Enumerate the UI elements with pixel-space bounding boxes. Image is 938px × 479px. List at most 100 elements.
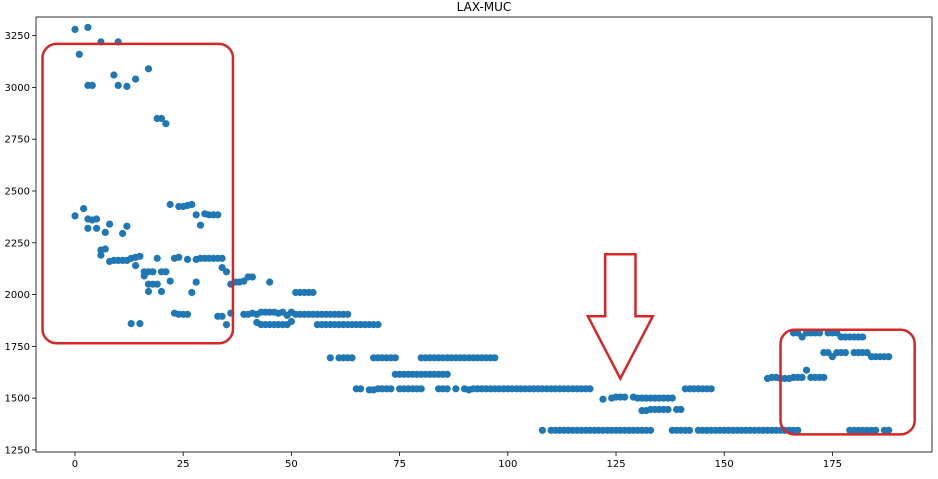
- data-point: [668, 394, 676, 402]
- data-point: [214, 211, 222, 219]
- data-point: [183, 310, 192, 318]
- data-point: [144, 287, 153, 296]
- data-point: [374, 321, 382, 329]
- data-point: [93, 224, 101, 232]
- x-tick-label: 150: [715, 459, 734, 470]
- data-point: [677, 405, 685, 414]
- y-tick-label: 2500: [5, 187, 30, 198]
- data-point: [144, 65, 153, 73]
- data-point: [175, 253, 183, 261]
- data-point: [586, 385, 594, 393]
- data-point: [686, 426, 694, 434]
- data-point: [71, 25, 79, 33]
- data-point: [621, 393, 629, 401]
- data-point: [859, 333, 867, 341]
- data-point: [885, 426, 893, 434]
- data-point: [820, 373, 828, 381]
- data-point: [348, 354, 356, 362]
- data-point: [188, 200, 196, 209]
- chart-title: LAX-MUC: [457, 0, 512, 14]
- data-point: [162, 268, 170, 276]
- data-point: [97, 251, 105, 259]
- data-point: [157, 114, 166, 123]
- data-point: [222, 268, 231, 276]
- data-point: [387, 385, 395, 393]
- data-point: [344, 310, 352, 318]
- data-point: [84, 224, 92, 232]
- annotations: [41, 42, 916, 436]
- data-point: [110, 71, 118, 79]
- data-point: [309, 288, 317, 297]
- data-point: [166, 277, 174, 285]
- data-point: [802, 366, 811, 374]
- data-point: [491, 354, 499, 362]
- y-tick-label: 1250: [5, 445, 30, 456]
- data-point: [872, 426, 880, 434]
- data-point: [707, 385, 715, 393]
- data-point: [149, 268, 157, 276]
- data-point: [599, 395, 607, 403]
- data-point: [192, 211, 200, 219]
- data-point: [815, 329, 824, 337]
- plot-frame: [35, 16, 933, 453]
- data-point: [452, 385, 460, 393]
- data-point: [153, 254, 161, 262]
- data-point: [101, 245, 109, 253]
- data-point: [93, 215, 101, 223]
- data-point: [248, 273, 256, 281]
- x-tick-label: 175: [823, 459, 842, 470]
- data-point: [417, 385, 425, 393]
- data-point: [885, 353, 893, 361]
- data-point: [132, 75, 140, 83]
- data-point: [443, 370, 451, 378]
- data-point: [80, 205, 88, 213]
- data-point: [162, 120, 170, 128]
- data-point: [222, 321, 231, 329]
- down-arrow-icon: [585, 252, 655, 382]
- data-point: [287, 317, 295, 326]
- data-point: [794, 426, 802, 434]
- x-tick-label: 100: [498, 459, 517, 470]
- data-point: [71, 212, 79, 220]
- x-tick-label: 125: [606, 459, 625, 470]
- data-point: [647, 426, 655, 434]
- x-tick-label: 75: [393, 459, 406, 470]
- data-point: [357, 385, 365, 393]
- data-point: [157, 287, 166, 296]
- data-point: [326, 354, 334, 362]
- x-tick-label: 50: [285, 459, 298, 470]
- data-point: [153, 280, 161, 288]
- data-point: [136, 320, 144, 328]
- data-point: [841, 349, 850, 357]
- data-point: [127, 320, 135, 328]
- data-point: [88, 81, 96, 89]
- y-tick-label: 1750: [5, 342, 30, 353]
- data-point: [119, 229, 127, 238]
- y-tick-label: 1500: [5, 394, 30, 405]
- data-point: [218, 312, 226, 320]
- data-point: [183, 255, 192, 263]
- highlight-box-early: [41, 42, 235, 345]
- data-point: [123, 82, 131, 90]
- data-point: [136, 252, 144, 260]
- y-tick-label: 2250: [5, 238, 30, 249]
- y-tick-label: 3250: [5, 31, 30, 42]
- data-point: [75, 50, 83, 58]
- data-point: [192, 278, 200, 286]
- data-point: [266, 278, 274, 286]
- data-point: [443, 385, 451, 393]
- data-point: [106, 220, 114, 228]
- y-tick-label: 3000: [5, 83, 30, 94]
- data-point: [391, 354, 399, 362]
- data-point: [218, 254, 226, 262]
- data-point: [188, 288, 196, 297]
- data-point: [101, 228, 109, 236]
- y-tick-label: 2000: [5, 290, 30, 301]
- data-point: [798, 373, 806, 381]
- data-point: [84, 23, 92, 31]
- y-tick-label: 2750: [5, 135, 30, 146]
- data-point: [114, 81, 122, 89]
- data-points: [71, 23, 893, 434]
- x-tick-label: 0: [72, 459, 78, 470]
